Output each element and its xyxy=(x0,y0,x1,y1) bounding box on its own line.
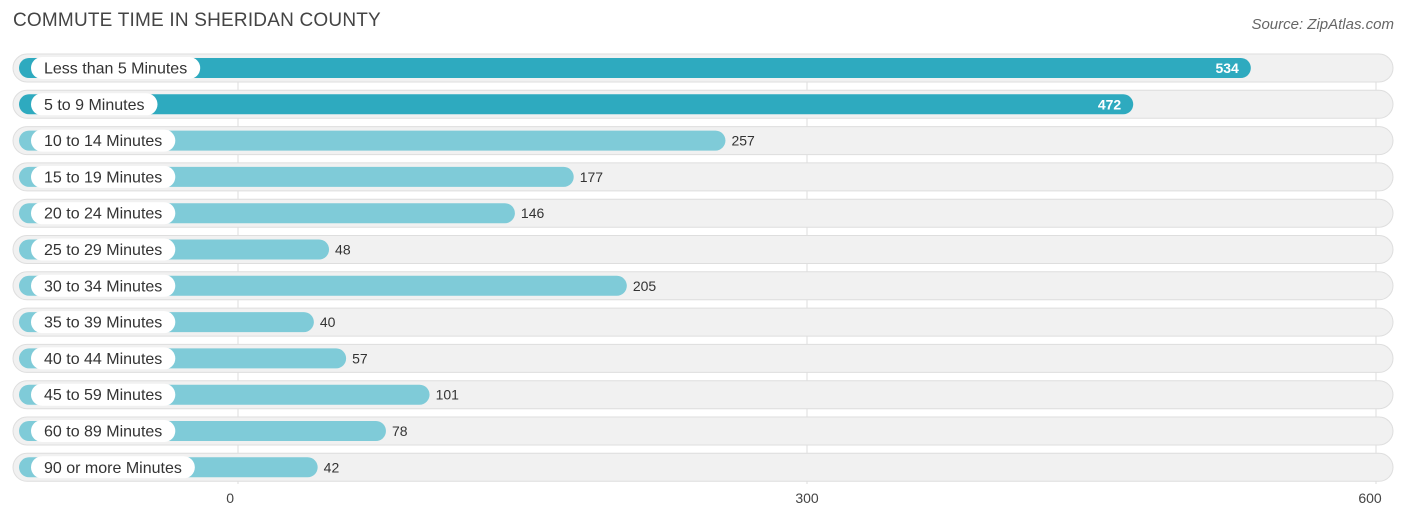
category-label: 45 to 59 Minutes xyxy=(44,387,162,404)
category-label: 15 to 19 Minutes xyxy=(44,169,162,186)
value-label: 78 xyxy=(392,423,408,439)
category-label: 10 to 14 Minutes xyxy=(44,133,162,150)
row-background xyxy=(12,235,1394,264)
category-label-pill xyxy=(31,165,176,188)
bar[interactable] xyxy=(19,58,1251,78)
bar[interactable] xyxy=(19,130,726,151)
value-label: 472 xyxy=(1098,96,1122,112)
category-label: 25 to 29 Minutes xyxy=(44,242,162,259)
value-label: 40 xyxy=(320,314,336,330)
category-label: 60 to 89 Minutes xyxy=(44,424,162,441)
value-label: 48 xyxy=(335,242,351,258)
gridlines xyxy=(237,54,1377,484)
value-label: 42 xyxy=(324,459,340,475)
chart-rows: Less than 5 Minutes 534 5 to 9 Minutes 472 1… xyxy=(12,53,1394,482)
category-label-pill xyxy=(31,238,176,261)
value-label: 177 xyxy=(580,169,604,185)
value-label: 101 xyxy=(436,387,460,403)
category-label: 5 to 9 Minutes xyxy=(44,97,145,114)
row-background xyxy=(12,452,1394,482)
category-label-pill xyxy=(31,202,176,225)
bar[interactable] xyxy=(19,94,1134,115)
category-label: 35 to 39 Minutes xyxy=(44,315,162,332)
category-label-pill xyxy=(31,274,176,297)
value-label: 257 xyxy=(731,133,755,149)
value-label: 146 xyxy=(521,205,545,221)
category-label: 20 to 24 Minutes xyxy=(44,206,162,223)
category-label: 30 to 34 Minutes xyxy=(44,278,162,295)
category-label-pill xyxy=(31,456,195,479)
category-label-pill xyxy=(31,311,176,334)
value-label: 205 xyxy=(633,278,657,294)
category-label-pill xyxy=(31,57,201,79)
x-tick-label: 600 xyxy=(1358,490,1382,506)
chart-title: COMMUTE TIME IN SHERIDAN COUNTY xyxy=(13,10,381,31)
row-background xyxy=(12,343,1394,373)
category-label-pill xyxy=(31,129,176,152)
value-label: 57 xyxy=(352,350,368,366)
value-label: 534 xyxy=(1215,60,1239,76)
category-label-pill xyxy=(31,383,176,406)
source-note: Source: ZipAtlas.com xyxy=(1251,16,1394,33)
category-label-pill xyxy=(31,93,158,116)
x-tick-label: 300 xyxy=(795,490,819,506)
x-tick-label: 0 xyxy=(226,490,234,506)
category-label-pill xyxy=(31,420,176,442)
category-label-pill xyxy=(31,347,176,370)
category-label: 40 to 44 Minutes xyxy=(44,351,162,368)
category-label: 90 or more Minutes xyxy=(44,460,182,477)
category-label: Less than 5 Minutes xyxy=(44,61,187,78)
row-background xyxy=(12,307,1394,337)
x-axis: 0 300 600 xyxy=(226,490,1382,506)
